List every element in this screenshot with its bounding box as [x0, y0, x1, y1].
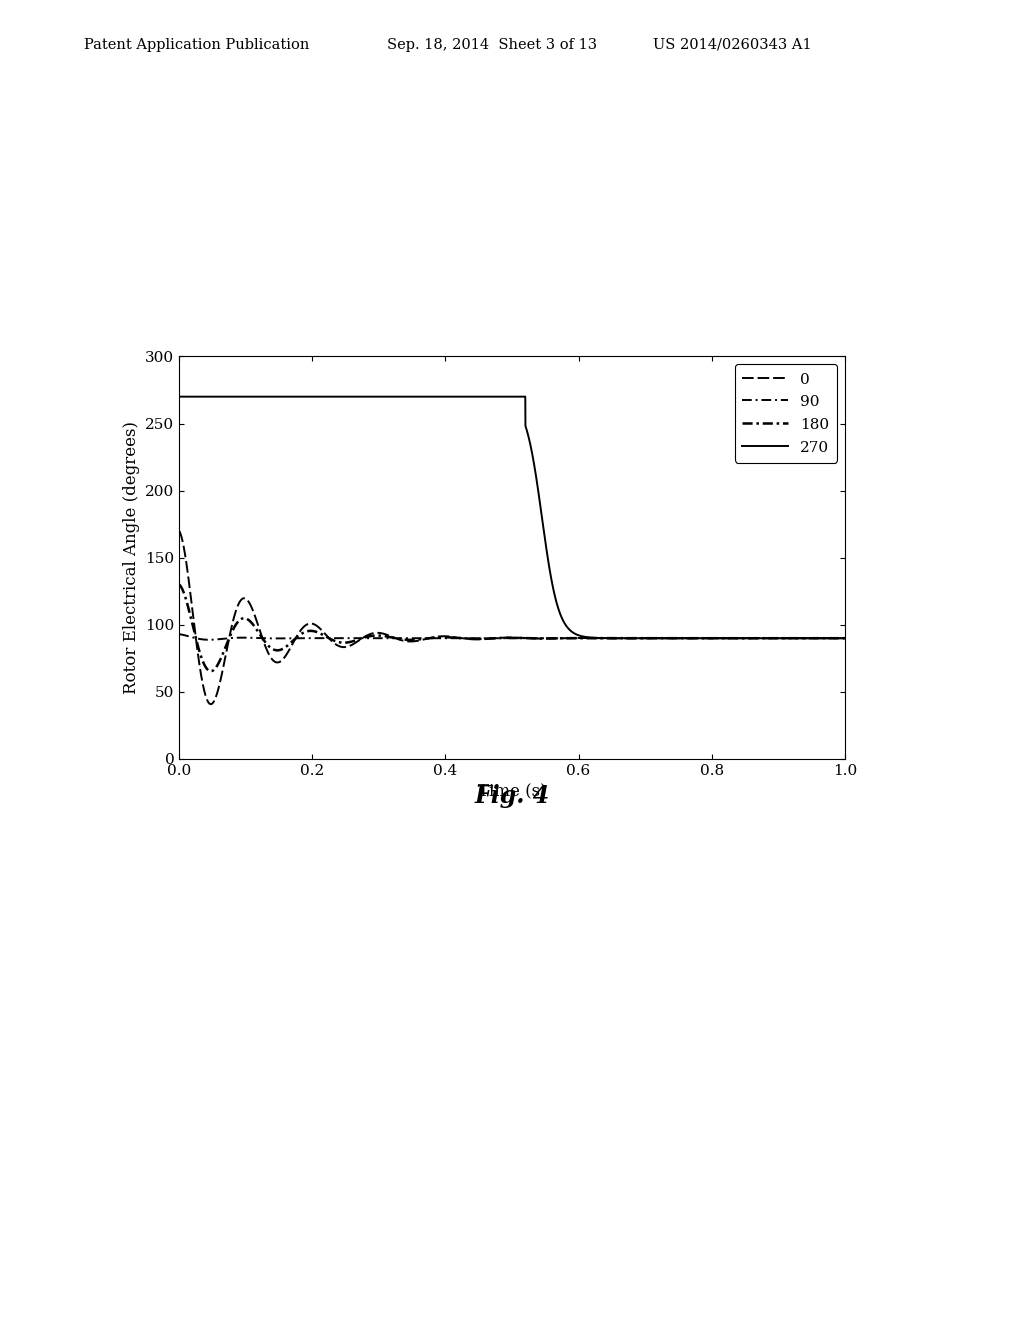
270 — [596, 630, 608, 645]
Line: 270: 270 — [179, 396, 845, 638]
0 — [414, 632, 426, 648]
180 — [173, 577, 185, 593]
0 — [596, 631, 608, 647]
180 — [596, 631, 608, 647]
Text: US 2014/0260343 A1: US 2014/0260343 A1 — [653, 38, 812, 51]
90 — [667, 631, 679, 647]
0 — [702, 630, 715, 645]
0 — [205, 696, 217, 711]
Line: 90: 90 — [179, 634, 845, 640]
180 — [702, 630, 715, 645]
Text: Sep. 18, 2014  Sheet 3 of 13: Sep. 18, 2014 Sheet 3 of 13 — [387, 38, 597, 51]
90 — [414, 631, 426, 647]
180 — [667, 631, 679, 647]
Text: Fig. 4: Fig. 4 — [474, 784, 550, 808]
0 — [207, 696, 219, 711]
Y-axis label: Rotor Electrical Angle (degrees): Rotor Electrical Angle (degrees) — [123, 421, 139, 694]
Legend: 0, 90, 180, 270: 0, 90, 180, 270 — [734, 364, 838, 462]
0 — [567, 630, 580, 645]
270 — [839, 630, 851, 645]
90 — [702, 630, 715, 645]
X-axis label: Time (s): Time (s) — [477, 783, 547, 800]
270 — [833, 630, 845, 645]
Text: Patent Application Publication: Patent Application Publication — [84, 38, 309, 51]
90 — [839, 630, 851, 645]
90 — [173, 626, 185, 642]
Line: 180: 180 — [179, 585, 845, 671]
0 — [839, 630, 851, 645]
90 — [203, 632, 215, 648]
180 — [839, 630, 851, 645]
180 — [567, 630, 580, 645]
270 — [702, 630, 715, 645]
180 — [207, 663, 219, 678]
0 — [173, 523, 185, 539]
270 — [207, 388, 219, 404]
0 — [667, 631, 679, 647]
90 — [596, 631, 608, 647]
270 — [173, 388, 185, 404]
180 — [205, 663, 217, 678]
90 — [567, 630, 580, 645]
Line: 0: 0 — [179, 531, 845, 704]
270 — [567, 624, 580, 640]
180 — [414, 631, 426, 647]
90 — [207, 632, 219, 648]
270 — [667, 630, 679, 645]
270 — [414, 388, 426, 404]
